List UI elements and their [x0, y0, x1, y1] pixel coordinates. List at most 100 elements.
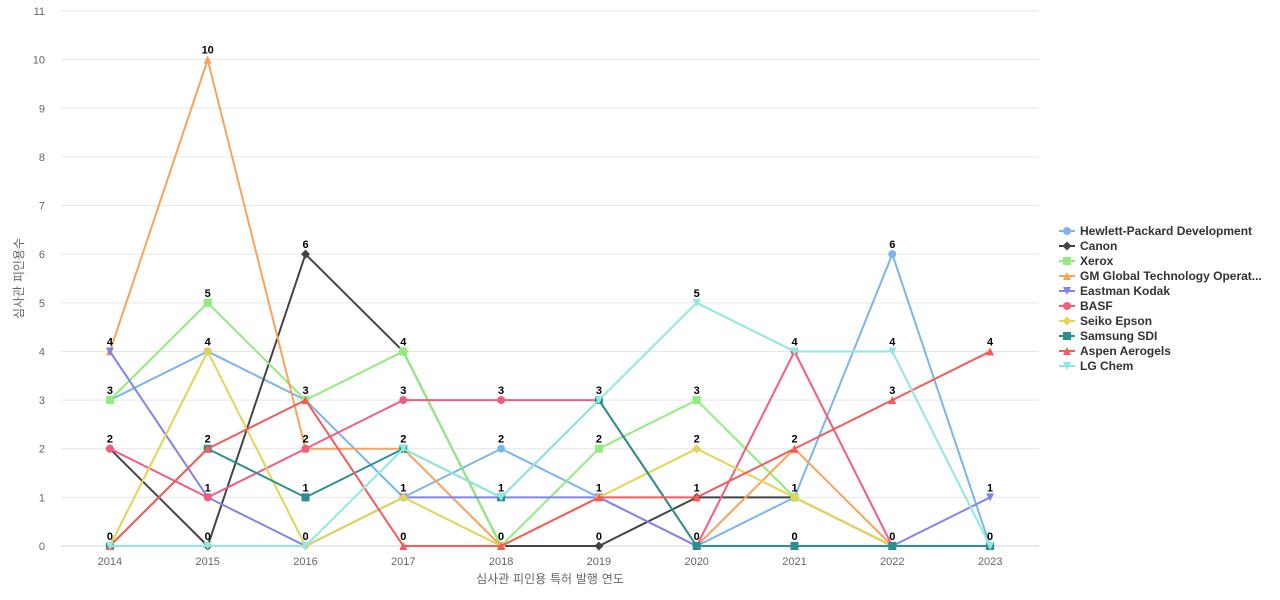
marker-square[interactable]	[399, 347, 408, 356]
marker-square[interactable]	[105, 396, 114, 405]
data-label: 3	[302, 385, 308, 397]
marker-triangle[interactable]	[203, 444, 212, 453]
data-label: 2	[596, 434, 602, 446]
x-tick-label: 2023	[978, 556, 1002, 568]
data-label: 2	[302, 434, 308, 446]
marker-square[interactable]	[203, 298, 212, 307]
marker-triangle[interactable]	[594, 493, 603, 502]
y-tick-label: 1	[39, 492, 45, 504]
marker-triangle-down[interactable]	[203, 542, 212, 550]
data-label: 2	[791, 434, 797, 446]
data-label: 4	[400, 336, 407, 348]
marker-triangle[interactable]	[497, 542, 506, 550]
marker-circle[interactable]	[301, 444, 310, 453]
legend-label: Canon	[1080, 239, 1117, 253]
marker-triangle[interactable]	[399, 542, 408, 550]
legend-label: BASF	[1080, 299, 1113, 313]
data-label: 3	[596, 385, 602, 397]
legend-item[interactable]: Seiko Epson	[1059, 314, 1152, 328]
marker-triangle[interactable]	[301, 396, 310, 405]
data-label: 6	[302, 239, 308, 251]
y-tick-label: 2	[39, 444, 45, 456]
legend-item[interactable]: Eastman Kodak	[1059, 284, 1170, 298]
data-label: 0	[400, 531, 406, 543]
marker-square	[1063, 257, 1071, 265]
marker-diamond[interactable]	[398, 492, 408, 502]
marker-square[interactable]	[594, 444, 603, 453]
legend-item[interactable]: LG Chem	[1059, 359, 1133, 373]
data-label: 3	[400, 385, 406, 397]
data-label: 5	[205, 288, 211, 300]
marker-circle[interactable]	[497, 444, 506, 453]
legend[interactable]: Hewlett-Packard DevelopmentCanonXeroxGM …	[1059, 224, 1262, 373]
data-label: 10	[202, 45, 214, 57]
data-label: 4	[107, 336, 114, 348]
marker-diamond[interactable]	[301, 249, 310, 259]
marker-circle[interactable]	[105, 444, 114, 453]
marker-triangle[interactable]	[692, 493, 701, 502]
data-label: 5	[694, 288, 700, 300]
x-tick-label: 2015	[195, 556, 219, 568]
marker-triangle[interactable]	[790, 444, 799, 453]
marker-triangle[interactable]	[986, 347, 995, 356]
marker-triangle-down[interactable]	[692, 298, 701, 307]
legend-item[interactable]: GM Global Technology Operat...	[1059, 269, 1262, 283]
marker-triangle-down[interactable]	[497, 493, 506, 502]
legend-item[interactable]: Hewlett-Packard Development	[1059, 224, 1252, 238]
data-label: 1	[596, 482, 602, 494]
marker-diamond[interactable]	[203, 346, 213, 356]
data-label: 3	[889, 385, 895, 397]
marker-triangle-down[interactable]	[301, 542, 310, 550]
legend-item[interactable]: BASF	[1059, 299, 1113, 313]
marker-diamond[interactable]	[790, 492, 799, 502]
data-label: 0	[107, 531, 113, 543]
data-label: 2	[400, 434, 406, 446]
marker-diamond[interactable]	[692, 444, 702, 454]
marker-circle[interactable]	[203, 493, 212, 502]
marker-square[interactable]	[888, 542, 897, 550]
data-label: 0	[791, 531, 797, 543]
axes: 심사관 피인용 특허 발행 연도 심사관 피인용수 01234567891011…	[12, 6, 1002, 586]
data-label: 0	[205, 531, 211, 543]
marker-triangle-down[interactable]	[105, 347, 114, 356]
marker-circle[interactable]	[888, 250, 897, 259]
series-line[interactable]	[109, 350, 991, 547]
legend-label: LG Chem	[1080, 359, 1133, 373]
legend-item[interactable]: Samsung SDI	[1059, 329, 1157, 343]
marker-triangle-down[interactable]	[888, 347, 897, 356]
marker-square[interactable]	[790, 542, 799, 550]
marker-triangle-down[interactable]	[399, 444, 408, 453]
marker-triangle-down[interactable]	[594, 396, 603, 405]
data-label: 1	[791, 482, 797, 494]
marker-triangle-down[interactable]	[986, 542, 995, 550]
legend-item[interactable]: Aspen Aerogels	[1059, 344, 1171, 358]
marker-diamond[interactable]	[594, 541, 604, 551]
data-label: 0	[302, 531, 308, 543]
y-axis-title: 심사관 피인용수	[12, 238, 26, 319]
series-line[interactable]	[109, 301, 991, 547]
marker-circle[interactable]	[497, 396, 506, 405]
marker-square[interactable]	[301, 493, 310, 502]
marker-triangle-down	[1063, 362, 1071, 370]
legend-item[interactable]: Xerox	[1059, 254, 1114, 268]
legend-label: Samsung SDI	[1080, 329, 1157, 343]
marker-triangle-down[interactable]	[986, 493, 995, 502]
marker-triangle-down[interactable]	[105, 542, 114, 550]
marker-triangle	[1063, 272, 1071, 280]
marker-triangle-down[interactable]	[790, 347, 799, 356]
data-label: 0	[498, 531, 504, 543]
series-9[interactable]	[105, 298, 995, 550]
series-line[interactable]	[109, 253, 992, 547]
marker-square[interactable]	[692, 542, 701, 550]
x-tick-label: 2020	[684, 556, 708, 568]
marker-square[interactable]	[692, 396, 701, 405]
legend-label: Aspen Aerogels	[1080, 344, 1171, 358]
marker-triangle[interactable]	[888, 396, 897, 405]
series-8[interactable]	[105, 347, 995, 550]
legend-label: Eastman Kodak	[1080, 284, 1170, 298]
marker-circle[interactable]	[399, 396, 408, 405]
legend-item[interactable]: Canon	[1059, 239, 1117, 253]
data-labels: 4320105421063210432103210321053210421064…	[107, 45, 994, 543]
marker-triangle[interactable]	[203, 55, 212, 64]
y-tick-label: 7	[39, 201, 45, 213]
